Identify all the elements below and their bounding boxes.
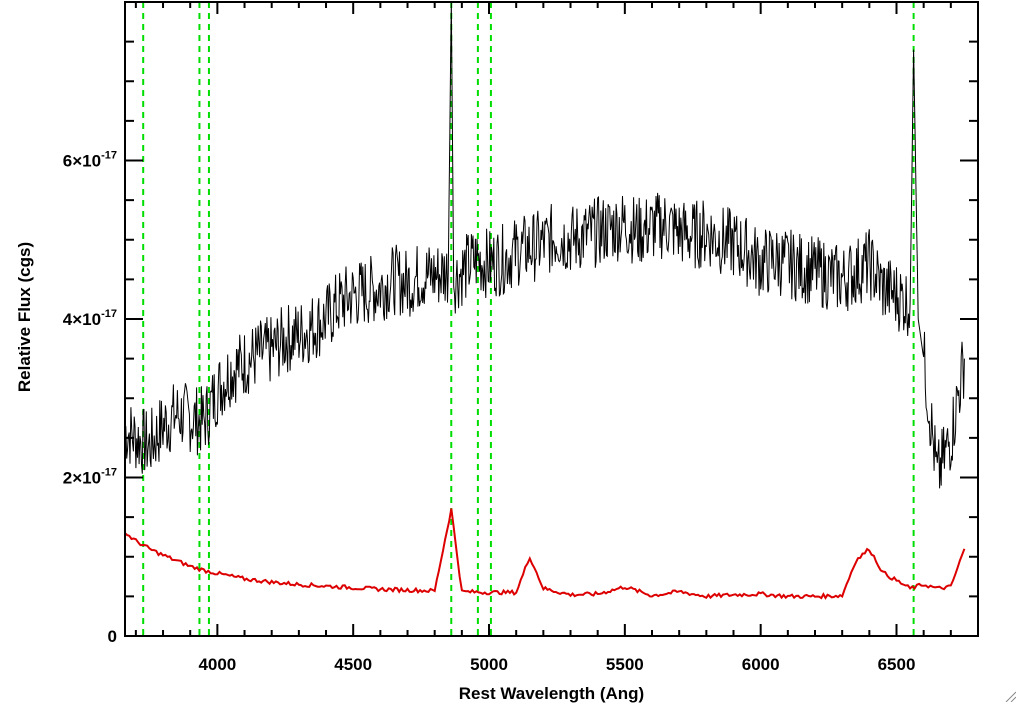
resize-grip-icon[interactable] [1004, 690, 1016, 702]
x-axis-title: Rest Wavelength (Ang) [459, 684, 644, 703]
x-tick-label: 4500 [334, 655, 372, 674]
x-tick-label: 4000 [198, 655, 236, 674]
y-axis-title: Relative Flux (cgs) [15, 242, 34, 392]
x-axis: 4000 4500 5000 5500 6000 6500 [134, 2, 979, 674]
observed-spectrum-line [124, 1, 965, 489]
y-axis: 0 2×10-17 4×10-17 6×10-17 [63, 1, 978, 646]
x-tick-label: 5500 [606, 655, 644, 674]
y-tick-label: 4×10-17 [63, 308, 117, 329]
plot-frame [124, 1, 979, 637]
x-tick-label: 6000 [742, 655, 780, 674]
error-spectrum-line [124, 508, 966, 600]
series-layer [124, 1, 966, 600]
y-tick-label: 2×10-17 [63, 467, 117, 488]
y-tick-label: 0 [108, 627, 117, 646]
x-tick-label: 5000 [470, 655, 508, 674]
x-tick-label: 6500 [878, 655, 916, 674]
emission-line-markers [142, 2, 915, 636]
y-tick-label: 6×10-17 [63, 150, 117, 171]
